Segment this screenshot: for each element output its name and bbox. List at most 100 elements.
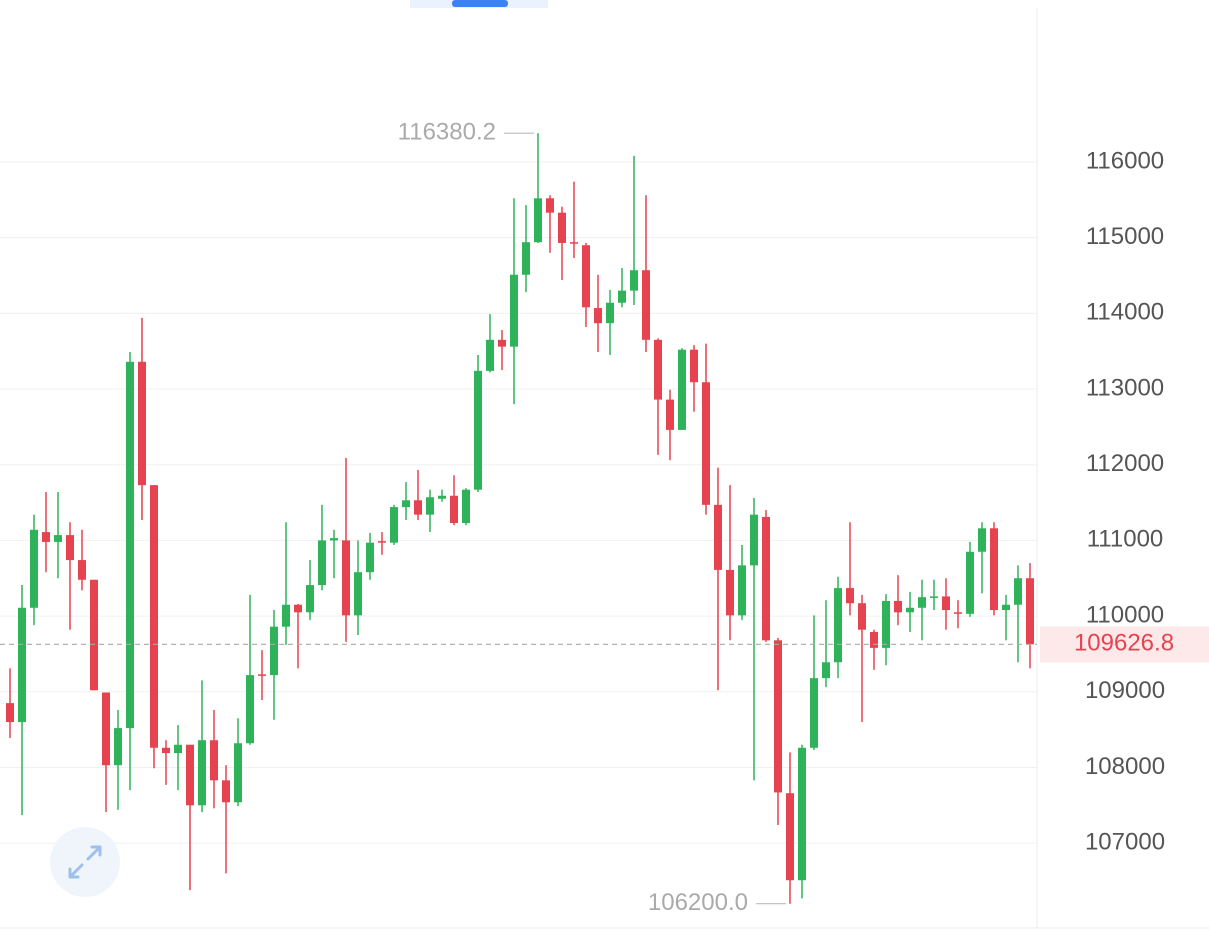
candle-body xyxy=(642,270,650,340)
y-tick-label: 112000 xyxy=(1086,450,1164,477)
candle-body xyxy=(894,600,902,613)
candle-body xyxy=(474,370,482,490)
candle-body xyxy=(162,747,170,754)
candle-body xyxy=(822,662,830,679)
candle-body xyxy=(738,565,746,616)
overlay: 107000 108000 109000 110000 111000 112000 1130… xyxy=(0,119,1209,916)
candle-body xyxy=(318,540,326,586)
candle-body xyxy=(198,740,206,806)
candle-body xyxy=(966,551,974,614)
expand-button[interactable] xyxy=(50,827,120,897)
candle-body xyxy=(90,579,98,691)
candle-body xyxy=(6,703,14,723)
candle-body xyxy=(258,674,266,676)
y-tick-label: 108000 xyxy=(1085,753,1165,780)
candle-body xyxy=(414,500,422,515)
y-tick-label: 116000 xyxy=(1086,147,1164,174)
candle-body xyxy=(750,514,758,566)
candle-body xyxy=(762,516,770,641)
candle-body xyxy=(390,507,398,543)
candle-body xyxy=(306,585,314,613)
candle-body xyxy=(270,626,278,676)
candle-body xyxy=(522,242,530,275)
candle-body xyxy=(654,339,662,400)
candle-body xyxy=(1002,604,1010,611)
candle-body xyxy=(150,485,158,748)
candle-body xyxy=(882,600,890,648)
candle-body xyxy=(858,603,866,630)
last-price-label: 109626.8 xyxy=(1074,630,1174,657)
high-marker-label: 116380.2 xyxy=(398,119,496,146)
candle-body xyxy=(174,744,182,754)
candle-body xyxy=(138,361,146,486)
candle-body xyxy=(402,500,410,508)
candle-body xyxy=(210,740,218,781)
candle-body xyxy=(606,302,614,324)
candle-body xyxy=(918,597,926,608)
candle-body xyxy=(630,270,638,291)
tab-handle[interactable] xyxy=(452,0,508,7)
candle-body xyxy=(786,793,794,881)
candle-body xyxy=(582,245,590,308)
candle-body xyxy=(498,339,506,347)
candle-body xyxy=(54,535,62,542)
candle-body xyxy=(594,308,602,324)
candle-body xyxy=(30,529,38,608)
candle-body xyxy=(486,339,494,371)
candle-body xyxy=(558,212,566,243)
candle-body xyxy=(126,361,134,729)
candle-body xyxy=(234,743,242,803)
candle-body xyxy=(930,596,938,598)
candle-body xyxy=(222,780,230,803)
candle-body xyxy=(834,588,842,663)
candle-body xyxy=(1026,578,1034,645)
candle-body xyxy=(702,382,710,505)
candle-body xyxy=(102,692,110,766)
candle-body xyxy=(546,198,554,213)
candle-body xyxy=(330,538,338,541)
candle-body xyxy=(666,399,674,430)
candle-body xyxy=(342,540,350,616)
candle-body xyxy=(510,274,518,347)
candle-body xyxy=(690,349,698,383)
candle-body xyxy=(42,532,50,542)
candle-body xyxy=(354,572,362,616)
candle-body xyxy=(774,640,782,793)
candle-body xyxy=(990,528,998,611)
candle-body xyxy=(294,604,302,613)
candle-body xyxy=(246,675,254,744)
candle-body xyxy=(462,489,470,523)
candle-body xyxy=(978,528,986,552)
candle-body xyxy=(618,290,626,303)
y-tick-label: 110000 xyxy=(1086,601,1164,628)
candle-body xyxy=(1014,578,1022,605)
candle-body xyxy=(282,604,290,627)
candle-body xyxy=(810,678,818,748)
y-tick-label: 109000 xyxy=(1085,677,1165,704)
y-tick-label: 115000 xyxy=(1086,223,1164,250)
low-marker-label: 106200.0 xyxy=(648,889,748,916)
candle-body xyxy=(534,198,542,243)
candles xyxy=(6,133,1034,904)
y-tick-label: 113000 xyxy=(1086,374,1164,401)
last-price-bg xyxy=(1040,626,1209,663)
candle-body xyxy=(906,607,914,613)
candle-body xyxy=(426,497,434,515)
candle-body xyxy=(714,504,722,570)
candle-body xyxy=(66,535,74,561)
candle-body xyxy=(954,612,962,614)
candle-body xyxy=(870,631,878,648)
y-tick-label: 107000 xyxy=(1085,828,1165,855)
candle-body xyxy=(18,607,26,723)
candle-body xyxy=(366,542,374,573)
candle-body xyxy=(438,495,446,499)
candle-body xyxy=(186,744,194,806)
y-tick-label: 111000 xyxy=(1087,526,1164,553)
candle-body xyxy=(942,596,950,611)
candle-body xyxy=(114,728,122,766)
candle-body xyxy=(846,588,854,604)
y-tick-label: 114000 xyxy=(1086,299,1164,326)
candle-body xyxy=(678,349,686,430)
